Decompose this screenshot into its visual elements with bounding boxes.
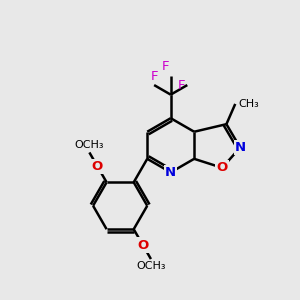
Text: F: F xyxy=(150,70,158,83)
Text: N: N xyxy=(165,166,176,179)
Text: CH₃: CH₃ xyxy=(239,99,260,109)
Text: N: N xyxy=(235,141,246,154)
Text: F: F xyxy=(178,79,185,92)
Text: O: O xyxy=(137,238,148,251)
Text: F: F xyxy=(161,60,169,73)
Text: O: O xyxy=(92,160,103,173)
Text: OCH₃: OCH₃ xyxy=(75,140,104,150)
Text: OCH₃: OCH₃ xyxy=(136,261,166,272)
Text: O: O xyxy=(217,161,228,174)
